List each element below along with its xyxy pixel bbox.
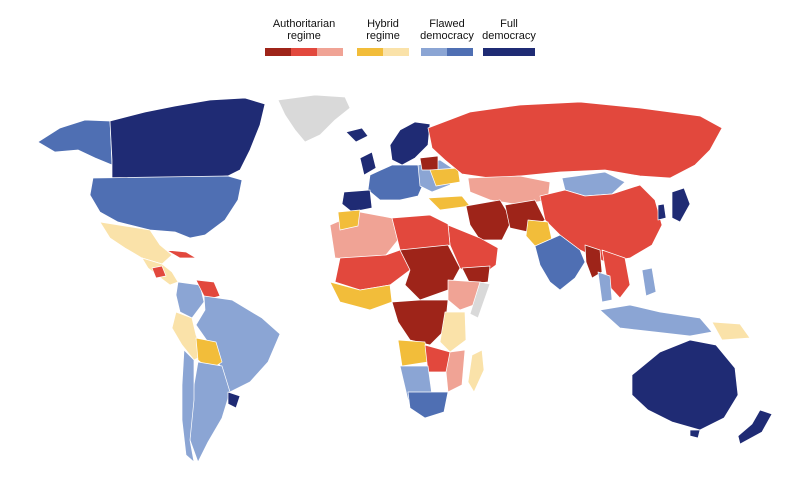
- legend-group-full: Full democracy: [480, 16, 538, 56]
- region-ukraine: [429, 167, 461, 187]
- region-thailand: [597, 271, 613, 303]
- region-canada: [109, 97, 266, 179]
- region-philippines: [641, 267, 657, 297]
- region-greenland: [277, 94, 351, 143]
- legend-swatch: [317, 48, 343, 56]
- region-iceland: [345, 127, 369, 143]
- region-indonesia: [599, 304, 713, 337]
- region-scandinavia: [389, 121, 431, 166]
- region-uk: [359, 151, 377, 176]
- legend-swatches-hybrid: [354, 48, 412, 56]
- map-legend: Authoritarian regime Hybrid regime Flawed d…: [262, 16, 538, 60]
- region-south-korea: [657, 203, 667, 221]
- legend-label-authoritarian: Authoritarian regime: [272, 18, 336, 42]
- region-central-africa: [391, 299, 449, 346]
- legend-group-hybrid: Hybrid regime: [354, 16, 412, 56]
- legend-swatch: [447, 48, 473, 56]
- region-madagascar: [467, 349, 485, 393]
- legend-swatches-full: [480, 48, 538, 56]
- region-cuba: [165, 249, 197, 259]
- legend-swatches-authoritarian: [262, 48, 346, 56]
- region-alaska: [37, 119, 113, 166]
- region-east-africa: [439, 311, 467, 353]
- region-myanmar: [584, 244, 603, 279]
- legend-swatch: [265, 48, 291, 56]
- region-india: [534, 234, 586, 291]
- region-south-africa: [407, 391, 449, 419]
- region-brazil: [195, 295, 281, 393]
- region-png: [711, 321, 751, 341]
- region-argentina: [189, 361, 231, 463]
- region-russia: [427, 101, 723, 179]
- legend-swatch: [357, 48, 383, 56]
- legend-label-flawed: Flawed democracy: [420, 18, 474, 42]
- legend-group-authoritarian: Authoritarian regime: [262, 16, 346, 56]
- region-iran: [465, 199, 513, 241]
- region-venezuela: [195, 279, 221, 301]
- region-japan: [671, 187, 691, 223]
- region-somalia: [469, 281, 491, 319]
- region-western-europe: [367, 164, 426, 201]
- legend-swatch: [291, 48, 317, 56]
- region-turkey: [427, 195, 471, 211]
- legend-label-full: Full democracy: [482, 18, 536, 42]
- region-iberia: [341, 189, 373, 213]
- region-belarus: [419, 155, 439, 171]
- legend-label-hybrid: Hybrid regime: [366, 18, 400, 42]
- legend-swatch: [383, 48, 409, 56]
- region-morocco: [337, 209, 361, 231]
- region-uruguay: [227, 391, 241, 409]
- region-usa: [89, 175, 243, 239]
- region-chad-sudan: [399, 244, 461, 301]
- legend-group-flawed: Flawed democracy: [416, 16, 478, 56]
- legend-swatch: [483, 48, 535, 56]
- region-chile: [181, 349, 195, 463]
- region-nicaragua: [151, 265, 167, 279]
- region-angola: [397, 339, 429, 367]
- region-sahel: [334, 249, 411, 291]
- region-kazakhstan: [467, 175, 551, 206]
- region-yemen: [461, 265, 491, 285]
- legend-swatches-flawed: [416, 48, 478, 56]
- region-new-zealand: [737, 409, 773, 445]
- region-mozambique: [445, 349, 466, 393]
- region-tasmania: [689, 429, 701, 439]
- region-zambia-zimbabwe: [424, 344, 451, 373]
- region-australia: [631, 339, 739, 431]
- legend-swatch: [421, 48, 447, 56]
